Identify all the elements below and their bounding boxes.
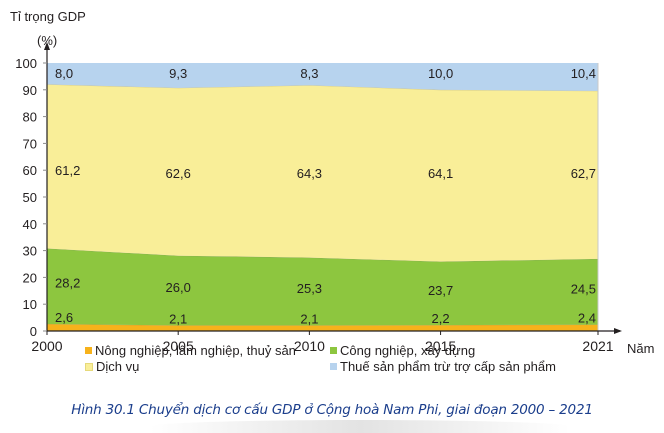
data-label-agriculture: 2,1 [300, 311, 318, 326]
axes: 0 10 20 30 40 50 60 70 80 90 100 2000 2005 2010 2015 20… [15, 42, 622, 354]
x-tick-label: 2015 [425, 338, 456, 354]
y-axis-title-line1: Tỉ trọng GDP [10, 9, 86, 24]
y-tick-label: 10 [23, 297, 37, 312]
area-layers [46, 63, 599, 331]
data-labels: 2,6 2,1 2,1 2,2 2,4 28,2 26,0 25,3 23,7 24,5 61,2 6… [55, 66, 596, 326]
y-tick-label: 50 [23, 190, 37, 205]
data-label-agriculture: 2,4 [578, 311, 596, 326]
data-label-taxes: 8,0 [55, 66, 73, 81]
legend-swatch-services [85, 362, 93, 371]
legend-swatch-industry [330, 347, 337, 354]
x-axis-title: Năm [627, 341, 654, 356]
legend-swatch-taxes [330, 363, 337, 370]
legend-swatch-agriculture [85, 347, 92, 354]
data-label-industry: 26,0 [166, 280, 191, 295]
legend-label-taxes: Thuế sản phẩm trừ trợ cấp sản phẩm [340, 359, 556, 374]
data-label-industry: 25,3 [297, 281, 322, 296]
legend-item-services: Dịch vụ [85, 359, 139, 374]
y-tick-label: 60 [23, 163, 37, 178]
x-tick-label: 2010 [294, 338, 325, 354]
x-tick-label: 2000 [31, 338, 62, 354]
data-label-taxes: 9,3 [169, 66, 187, 81]
area-taxes [47, 63, 598, 91]
data-label-agriculture: 2,1 [169, 311, 187, 326]
legend-item-taxes: Thuế sản phẩm trừ trợ cấp sản phẩm [330, 359, 556, 374]
y-tick-label: 80 [23, 110, 37, 125]
area-industry [47, 248, 598, 326]
data-label-agriculture: 2,6 [55, 310, 73, 325]
legend-label-services: Dịch vụ [96, 359, 140, 374]
figure-caption: Hình 30.1 Chuyển dịch cơ cấu GDP ở Cộng … [71, 402, 593, 418]
area-services [47, 84, 598, 262]
data-label-agriculture: 2,2 [432, 311, 450, 326]
data-label-industry: 28,2 [55, 276, 80, 291]
y-tick-label: 90 [23, 83, 37, 98]
data-label-taxes: 10,4 [571, 66, 596, 81]
data-label-services: 64,3 [297, 166, 322, 181]
y-axis-arrow-icon [44, 42, 50, 50]
y-tick-label: 30 [23, 244, 37, 259]
legend-item-agriculture: Nông nghiệp, lâm nghiệp, thuỷ sản [85, 343, 296, 358]
y-tick-label: 40 [23, 217, 37, 232]
y-tick-label: 0 [30, 324, 37, 339]
area-agriculture [47, 324, 598, 331]
caption-decoration [150, 420, 570, 433]
data-label-taxes: 8,3 [300, 66, 318, 81]
x-axis-arrow-icon [614, 328, 622, 334]
data-label-services: 62,7 [571, 166, 596, 181]
y-tick-label: 70 [23, 136, 37, 151]
y-tick-label: 100 [15, 56, 37, 71]
legend-item-industry: Công nghiệp, xây dựng [330, 343, 475, 358]
data-label-services: 62,6 [166, 166, 191, 181]
y-axis-title-line2: (%) [37, 33, 57, 48]
data-label-services: 64,1 [428, 166, 453, 181]
data-label-industry: 23,7 [428, 283, 453, 298]
data-label-taxes: 10,0 [428, 66, 453, 81]
x-tick-label: 2021 [582, 338, 613, 354]
legend-label-industry: Công nghiệp, xây dựng [340, 343, 476, 358]
legend-label-agriculture: Nông nghiệp, lâm nghiệp, thuỷ sản [95, 343, 296, 358]
x-tick-label: 2005 [163, 338, 194, 354]
data-label-services: 61,2 [55, 163, 80, 178]
data-label-industry: 24,5 [571, 282, 596, 297]
y-tick-label: 20 [23, 270, 37, 285]
